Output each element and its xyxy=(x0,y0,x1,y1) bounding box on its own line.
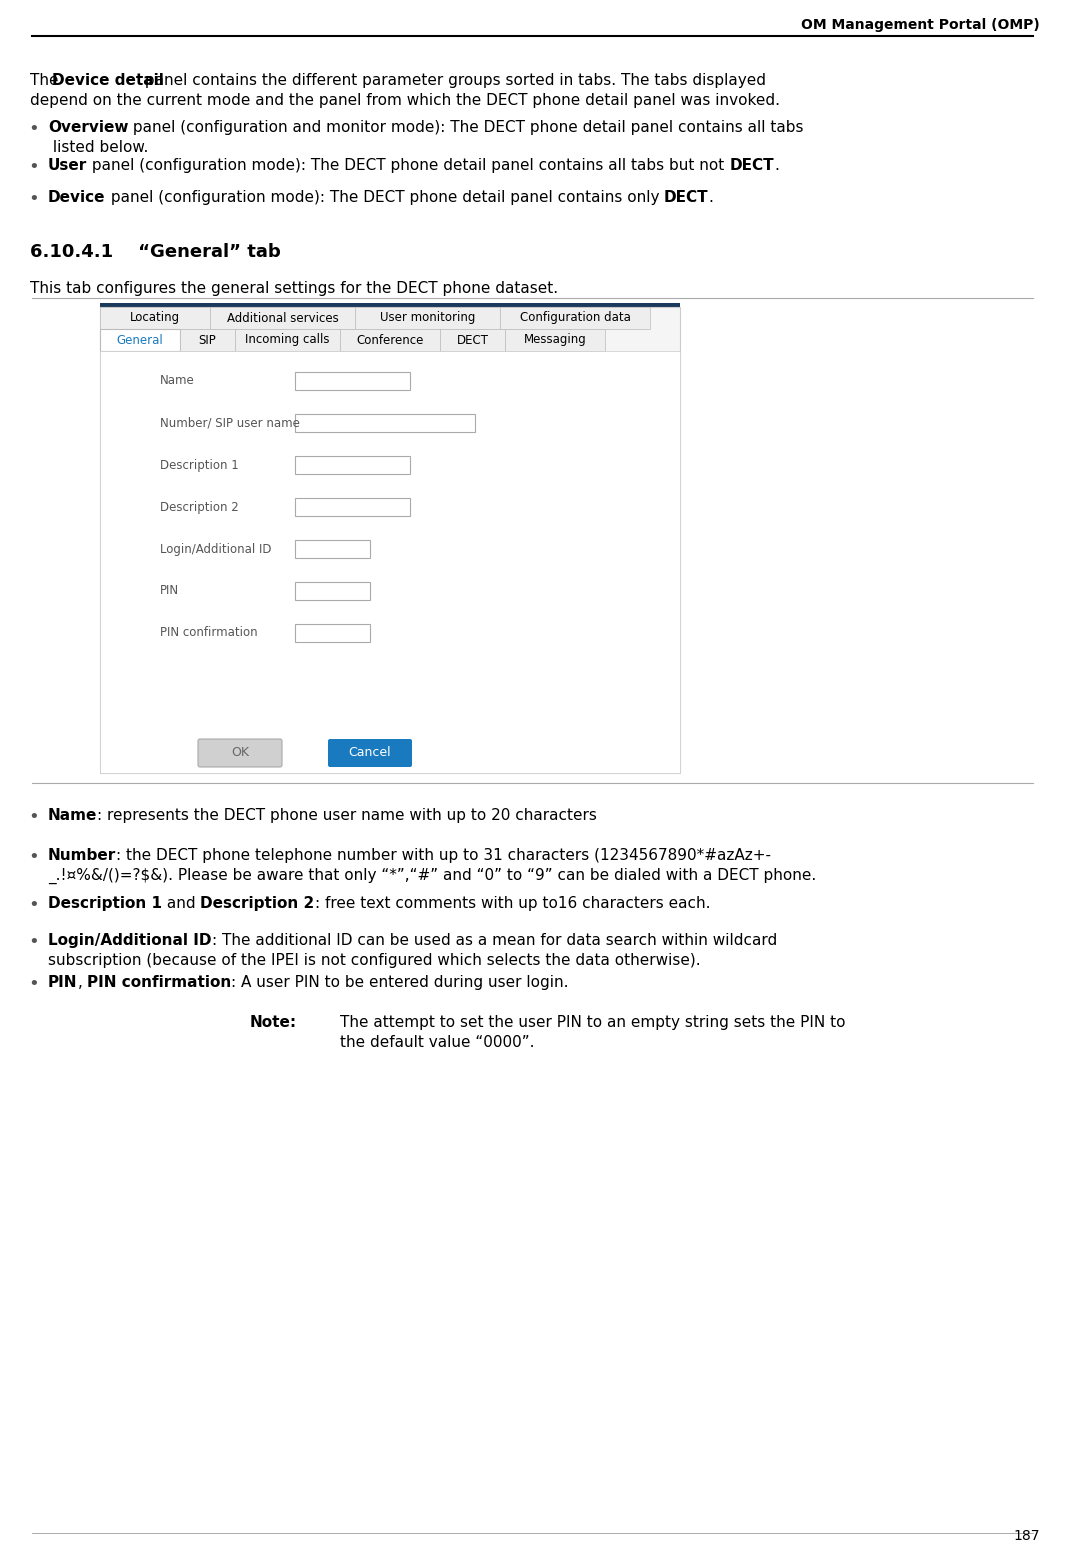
Text: Additional services: Additional services xyxy=(227,311,339,325)
Text: Device detail: Device detail xyxy=(52,73,164,88)
Bar xyxy=(295,499,410,516)
Text: panel (configuration mode): The DECT phone detail panel contains all tabs but no: panel (configuration mode): The DECT pho… xyxy=(87,158,730,173)
Bar xyxy=(295,414,475,431)
Bar xyxy=(295,581,370,600)
Text: The: The xyxy=(30,73,64,88)
Text: Number: Number xyxy=(48,849,116,863)
Text: Name: Name xyxy=(48,808,97,824)
Text: Description 1: Description 1 xyxy=(160,458,239,472)
Text: Locating: Locating xyxy=(130,311,180,325)
Bar xyxy=(100,328,180,352)
Text: •: • xyxy=(28,158,38,177)
Text: Incoming calls: Incoming calls xyxy=(245,333,330,347)
Text: Overview: Overview xyxy=(48,120,129,134)
Text: : free text comments with up to16 characters each.: : free text comments with up to16 charac… xyxy=(315,896,710,911)
Text: panel (configuration mode): The DECT phone detail panel contains only: panel (configuration mode): The DECT pho… xyxy=(105,191,663,205)
Text: depend on the current mode and the panel from which the DECT phone detail panel : depend on the current mode and the panel… xyxy=(30,94,780,108)
FancyBboxPatch shape xyxy=(328,739,412,767)
Bar xyxy=(440,328,505,352)
Text: Configuration data: Configuration data xyxy=(520,311,630,325)
Text: Conference: Conference xyxy=(357,333,424,347)
Text: PIN confirmation: PIN confirmation xyxy=(87,975,231,989)
Text: : A user PIN to be entered during user login.: : A user PIN to be entered during user l… xyxy=(231,975,569,989)
Bar xyxy=(235,328,340,352)
Text: Description 2: Description 2 xyxy=(160,500,239,514)
Text: subscription (because of the IPEI is not configured which selects the data other: subscription (because of the IPEI is not… xyxy=(48,953,701,967)
Text: Note:: Note: xyxy=(250,1014,297,1030)
Text: •: • xyxy=(28,808,38,825)
Text: Description 2: Description 2 xyxy=(200,896,315,911)
Text: and: and xyxy=(162,896,200,911)
Bar xyxy=(340,328,440,352)
Text: 6.10.4.1    “General” tab: 6.10.4.1 “General” tab xyxy=(30,242,281,261)
Bar xyxy=(295,372,410,391)
Text: User: User xyxy=(48,158,87,173)
Bar xyxy=(505,328,605,352)
Text: This tab configures the general settings for the DECT phone dataset.: This tab configures the general settings… xyxy=(30,281,558,295)
Text: listed below.: listed below. xyxy=(48,141,148,155)
Bar xyxy=(100,303,679,306)
Text: SIP: SIP xyxy=(199,333,216,347)
Text: OK: OK xyxy=(231,747,249,760)
Text: panel contains the different parameter groups sorted in tabs. The tabs displayed: panel contains the different parameter g… xyxy=(140,73,766,88)
Text: .: . xyxy=(708,191,714,205)
Bar xyxy=(100,306,679,774)
Text: : represents the DECT phone user name with up to 20 characters: : represents the DECT phone user name wi… xyxy=(97,808,597,824)
Text: •: • xyxy=(28,975,38,993)
Text: Login/Additional ID: Login/Additional ID xyxy=(48,933,212,949)
Text: panel (configuration and monitor mode): The DECT phone detail panel contains all: panel (configuration and monitor mode): … xyxy=(129,120,804,134)
Bar xyxy=(295,539,370,558)
Text: •: • xyxy=(28,120,38,138)
Bar xyxy=(210,306,355,328)
Bar xyxy=(100,306,210,328)
Bar xyxy=(180,328,235,352)
Bar xyxy=(295,456,410,474)
Text: Device: Device xyxy=(48,191,105,205)
Text: PIN: PIN xyxy=(48,975,78,989)
Text: •: • xyxy=(28,191,38,208)
Text: Name: Name xyxy=(160,375,195,388)
Text: DECT: DECT xyxy=(457,333,489,347)
Text: _.!¤%&/()=?$&). Please be aware that only “*”,“#” and “0” to “9” can be dialed w: _.!¤%&/()=?$&). Please be aware that onl… xyxy=(48,867,816,885)
Text: Description 1: Description 1 xyxy=(48,896,162,911)
Text: •: • xyxy=(28,896,38,914)
Text: Cancel: Cancel xyxy=(348,747,391,760)
Text: DECT: DECT xyxy=(730,158,774,173)
Text: .: . xyxy=(774,158,779,173)
Text: PIN confirmation: PIN confirmation xyxy=(160,627,258,639)
Text: ,: , xyxy=(78,975,87,989)
Text: : The additional ID can be used as a mean for data search within wildcard: : The additional ID can be used as a mea… xyxy=(212,933,776,949)
Text: Number/ SIP user name: Number/ SIP user name xyxy=(160,416,300,430)
Text: PIN: PIN xyxy=(160,585,179,597)
Text: Messaging: Messaging xyxy=(524,333,587,347)
Bar xyxy=(100,352,679,774)
Text: •: • xyxy=(28,849,38,866)
Bar xyxy=(355,306,499,328)
Text: User monitoring: User monitoring xyxy=(380,311,475,325)
Text: •: • xyxy=(28,933,38,950)
Text: The attempt to set the user PIN to an empty string sets the PIN to: The attempt to set the user PIN to an em… xyxy=(340,1014,846,1030)
FancyBboxPatch shape xyxy=(198,739,282,767)
Text: General: General xyxy=(117,333,163,347)
Text: DECT: DECT xyxy=(663,191,708,205)
Text: Login/Additional ID: Login/Additional ID xyxy=(160,542,272,555)
Text: OM Management Portal (OMP): OM Management Portal (OMP) xyxy=(801,19,1041,31)
Bar xyxy=(499,306,650,328)
Text: 187: 187 xyxy=(1014,1529,1041,1543)
Text: the default value “0000”.: the default value “0000”. xyxy=(340,1035,535,1050)
Bar xyxy=(295,624,370,642)
Text: : the DECT phone telephone number with up to 31 characters (1234567890*#azAz+-: : the DECT phone telephone number with u… xyxy=(116,849,771,863)
